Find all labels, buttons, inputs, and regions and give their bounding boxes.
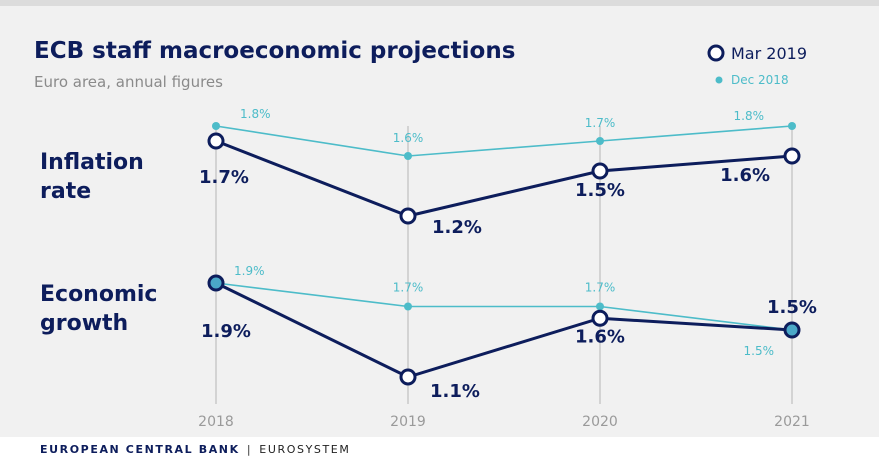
legend-mar2019-icon: [707, 44, 725, 62]
panel-label-inflation-line2: rate: [40, 179, 91, 204]
mar2019-label-panel0-2020: 1.5%: [575, 180, 625, 201]
panel-label-inflation-line1: Inflation: [40, 150, 144, 175]
footer-separator: |: [246, 443, 253, 456]
series-dec2018-line-panel0: [215, 125, 793, 157]
panel-label-inflation: Inflation rate: [40, 150, 152, 204]
mar2019-label-panel0-2019: 1.2%: [432, 217, 482, 238]
dec2018-label-panel0-2020: 1.7%: [585, 116, 616, 130]
mar2019-point-panel0-2021: [783, 147, 801, 165]
dec2018-point-panel0-2020: [596, 137, 604, 145]
dec2018-point-panel1-2019: [404, 302, 412, 311]
mar2019-point-panel0-2019: [399, 207, 417, 225]
mar2019-label-panel0-2018: 1.7%: [199, 167, 249, 188]
panel-label-growth: Economic growth: [40, 282, 165, 336]
dec2018-point-panel0-2018: [212, 122, 220, 130]
dec2018-label-panel0-2021: 1.8%: [734, 109, 765, 123]
panel-label-growth-line2: growth: [40, 311, 128, 336]
dec2018-label-panel1-2021: 1.5%: [744, 344, 775, 358]
legend-mar2019-label: Mar 2019: [731, 44, 807, 63]
x-tick-2021: 2021: [774, 414, 810, 430]
dec2018-label-panel1-2019: 1.7%: [393, 281, 424, 295]
mar2019-label-panel1-2020: 1.6%: [575, 326, 625, 347]
chart-card: ECB staff macroeconomic projections Euro…: [0, 0, 879, 437]
dec2018-label-panel0-2019: 1.6%: [393, 131, 424, 145]
mar2019-point-panel1-2020: [591, 309, 609, 327]
x-tick-2020: 2020: [582, 414, 618, 430]
dec2018-point-panel0-2019: [404, 152, 412, 160]
chart-marks: 2018 2019 2020 2021 1.8% 1.6% 1.7% 1.8% 1.7% 1.2%…: [198, 107, 817, 430]
series-mar2019-line-panel1: [215, 281, 793, 379]
footer-eurosystem: EUROSYSTEM: [259, 443, 351, 456]
mar2019-point-panel1-2018: [207, 274, 225, 292]
mar2019-point-panel0-2020: [591, 162, 609, 180]
mar2019-point-panel1-2019: [399, 368, 417, 386]
x-tick-2018: 2018: [198, 414, 234, 430]
x-tick-2019: 2019: [390, 414, 426, 430]
legend-dec2018-label: Dec 2018: [731, 73, 789, 87]
series-dec2018-line-panel1: [215, 282, 793, 331]
dec2018-label-panel1-2018: 1.9%: [234, 264, 265, 278]
mar2019-point-panel0-2018: [207, 132, 225, 150]
footer-bank: EUROPEAN CENTRAL BANK: [40, 443, 240, 456]
mar2019-label-panel0-2021: 1.6%: [720, 165, 770, 186]
dec2018-label-panel0-2018: 1.8%: [240, 107, 271, 121]
mar2019-label-panel1-2018: 1.9%: [201, 321, 251, 342]
dec2018-point-panel0-2021: [788, 122, 796, 130]
dec2018-label-panel1-2020: 1.7%: [585, 281, 616, 295]
footer: EUROPEAN CENTRAL BANK | EUROSYSTEM: [40, 443, 350, 456]
chart: ECB staff macroeconomic projections Euro…: [34, 38, 817, 430]
chart-title: ECB staff macroeconomic projections: [34, 38, 515, 64]
mar2019-label-panel1-2019: 1.1%: [430, 381, 480, 402]
mar2019-label-panel1-2021: 1.5%: [767, 297, 817, 318]
chart-subtitle: Euro area, annual figures: [34, 73, 223, 91]
mar2019-point-panel1-2021: [783, 321, 801, 339]
dec2018-point-panel1-2020: [596, 302, 604, 311]
panel-label-growth-line1: Economic: [40, 282, 157, 307]
series-mar2019-line-panel0: [215, 139, 793, 218]
legend-dec2018-icon: [715, 76, 723, 84]
